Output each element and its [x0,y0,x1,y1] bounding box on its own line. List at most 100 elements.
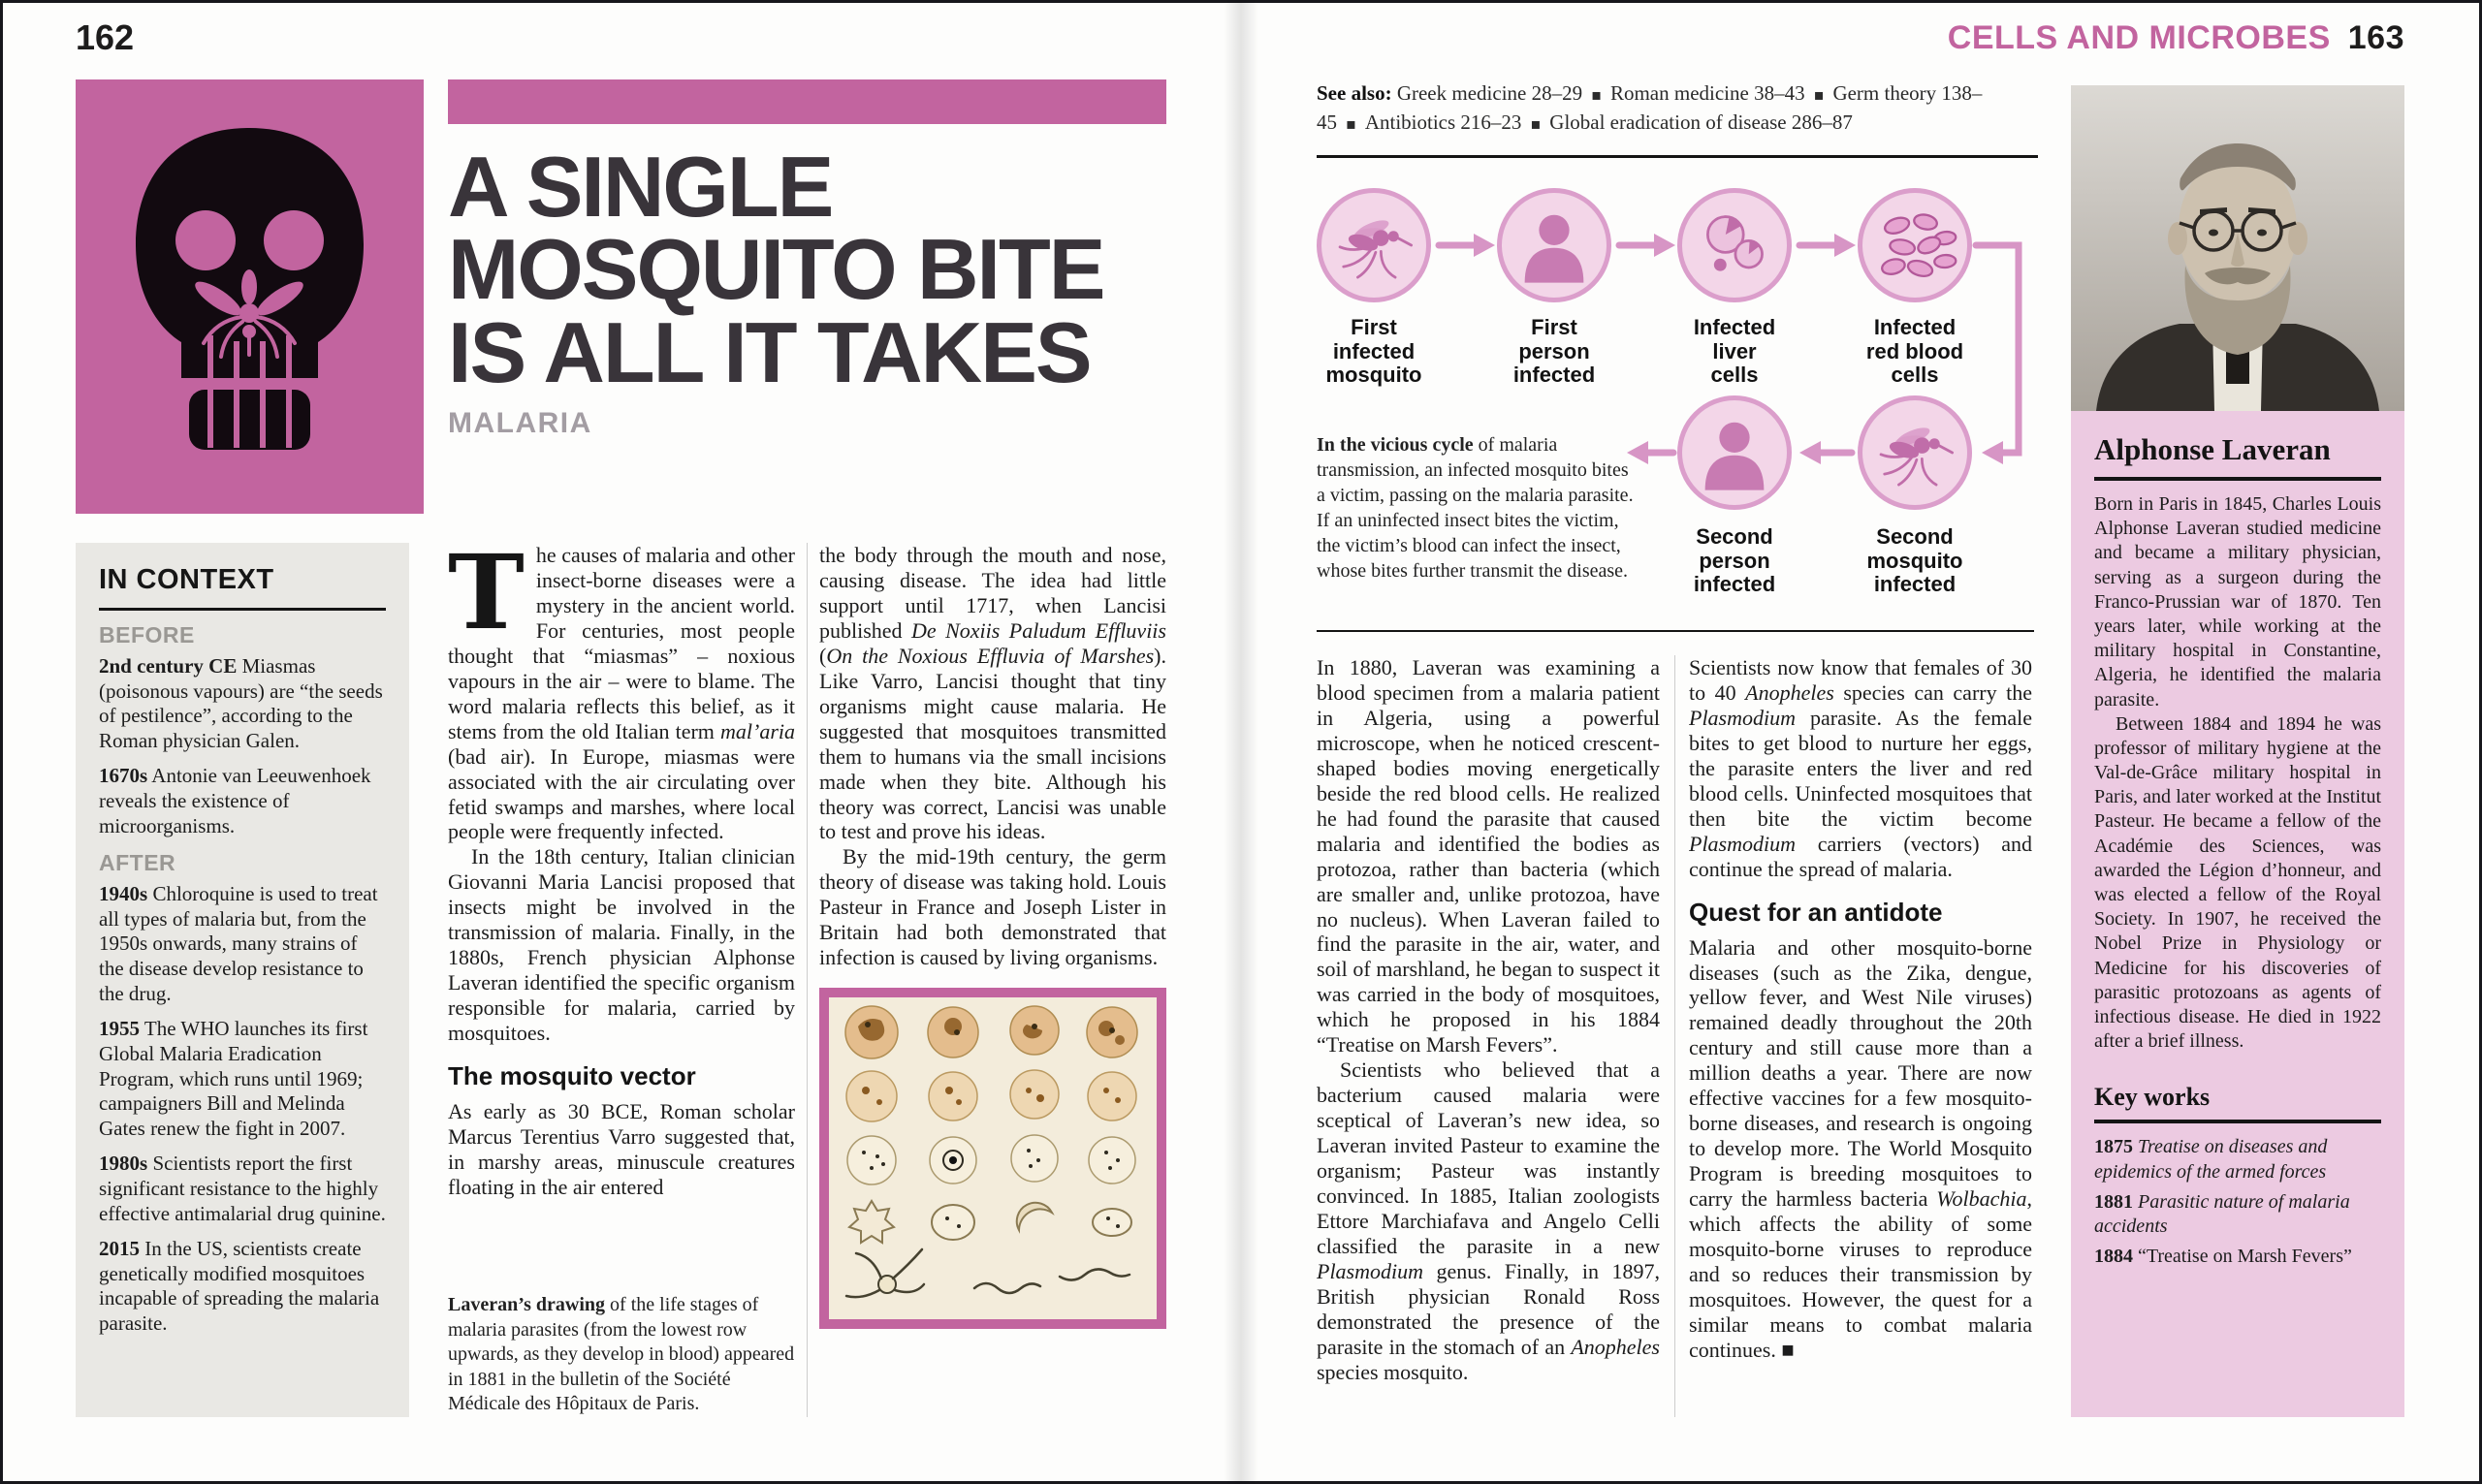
diagram-node-second-mosquito [1858,395,1972,510]
in-context-heading: IN CONTEXT [99,564,274,595]
body-column-2: the body through the mouth and nose, cau… [819,543,1166,1417]
diagram-caption: In the vicious cycle of malaria transmis… [1317,432,1637,584]
diagram-node-label: Infected red blood cells [1865,315,1964,388]
context-entry-text: Miasmas (poisonous vapours) are “the see… [99,654,383,752]
transmission-cycle-diagram: First infected mosquito First person infecte… [1317,173,2034,616]
context-entry-text: The WHO launches its first Global Malari… [99,1017,368,1140]
biography-paragraph: Born in Paris in 1845, Charles Louis Alp… [2094,493,2381,710]
body-paragraph: the body through the mouth and nose, cau… [819,543,1166,844]
paragraph-text: he causes of malaria and other insect-bo… [448,543,795,844]
chapter-title: CELLS AND MICROBES [1947,19,2331,56]
divider [99,608,386,611]
diagram-node-second-person [1677,395,1792,510]
key-work-year: 1881 [2094,1190,2133,1213]
diagram-node-label: Infected liver cells [1693,315,1776,388]
key-work: 1884 “Treatise on Marsh Fevers” [2094,1245,2381,1269]
figure-laveran-drawing [819,988,1166,1330]
see-also-item: Global eradication of disease 286–87 [1521,111,1852,134]
context-entry-text: In the US, scientists create genetically… [99,1237,380,1336]
key-work-year: 1884 [2094,1246,2133,1268]
page-number-left: 162 [76,17,135,57]
context-after-label: AFTER [99,850,176,876]
running-head: CELLS AND MICROBES 163 [1948,19,2404,57]
diagram-node-red-blood-cells [1858,188,1972,302]
context-entry: 1940s Chloroquine is used to treat all t… [99,882,386,1006]
mosquito-icon [1338,220,1414,279]
context-entry-year: 2015 [99,1237,140,1261]
caption-lead: Laveran’s drawing [448,1294,606,1316]
key-work-year: 1875 [2094,1136,2133,1158]
diagram-node-label: Second mosquito infected [1866,524,1963,597]
body-paragraph: Malaria and other mosquito-borne disease… [1689,934,2032,1362]
divider [1317,630,2034,632]
caption-text: of malaria transmission, an infected mos… [1317,434,1634,582]
body-paragraph: In 1880, Laveran was examining a blood s… [1317,655,1660,1058]
caption-lead: In the vicious cycle [1317,434,1474,456]
person-icon [1524,214,1584,283]
key-work-title: Treatise on diseases and epidemics of th… [2094,1136,2328,1183]
divider [2094,1120,2381,1124]
see-also-item: Greek medicine 28–29 [1396,81,1583,105]
body-paragraph: By the mid-19th century, the germ theory… [819,844,1166,970]
body-paragraph: In the 18th century, Italian clinician G… [448,844,795,1046]
section-heading-antidote: Quest for an antidote [1689,897,1943,927]
context-entry-text: Scientists report the first significant … [99,1152,386,1225]
context-entry-year: 1980s [99,1152,148,1176]
article-header: A SINGLE MOSQUITO BITE IS ALL IT TAKES M… [448,79,1166,440]
context-entry: 1670s Antonie van Leeuwenhoek reveals th… [99,764,386,838]
page-number-right: 163 [2347,19,2404,56]
drop-cap: T [448,543,525,652]
context-entry: 1955 The WHO launches its first Global M… [99,1017,386,1141]
key-work: 1881 Parasitic nature of malaria acciden… [2094,1190,2381,1239]
title-line: MOSQUITO BITE [448,221,1105,318]
context-entry: 2015 In the US, scientists create geneti… [99,1237,386,1336]
context-entry: 1980s Scientists report the first signif… [99,1152,386,1226]
divider [1317,155,2038,158]
title-line: A SINGLE [448,139,834,235]
body-paragraph: Scientists now know that females of 30 t… [1689,655,2032,881]
biography-name: Alphonse Laveran [2094,432,2331,466]
page-right: CELLS AND MICROBES 163 See also: Greek me… [1241,0,2482,1484]
article-title: A SINGLE MOSQUITO BITE IS ALL IT TAKES [448,139,1166,400]
diagram-node-label: Second person infected [1693,524,1776,597]
context-entry-year: 1955 [99,1017,140,1041]
diagram-node-first-person [1497,188,1611,302]
context-entry: 2nd century CE Miasmas (poisonous vapour… [99,654,386,753]
see-also: See also: Greek medicine 28–29Roman medi… [1317,79,2038,138]
context-entry-year: 1940s [99,882,148,906]
diagram-node-label: First infected mosquito [1325,315,1422,388]
see-also-item: Antibiotics 216–23 [1337,111,1521,134]
biography-paragraph: Between 1884 and 1894 he was professor o… [2094,712,2381,1053]
title-line: IS ALL IT TAKES [448,303,1093,400]
key-work-title: “Treatise on Marsh Fevers” [2138,1246,2352,1268]
context-before-label: BEFORE [99,622,195,647]
diagram-node-first-mosquito [1317,188,1431,302]
red-blood-cells-icon [1881,213,1957,277]
see-also-item: Roman medicine 38–43 [1582,81,1804,105]
laveran-portrait-photo [2071,85,2404,411]
context-entry-text: Antonie van Leeuwenhoek reveals the exis… [99,764,371,837]
body-column-4: Scientists now know that females of 30 t… [1689,655,2032,1417]
liver-cells-icon [1706,215,1764,271]
skull-mosquito-icon [136,128,364,450]
key-works-heading: Key works [2094,1083,2211,1112]
divider [2094,477,2381,481]
key-work-title: Parasitic nature of malaria accidents [2094,1190,2350,1237]
key-work: 1875 Treatise on diseases and epidemics … [2094,1135,2381,1184]
diagram-node-label: First person infected [1512,315,1596,388]
body-paragraph: As early as 30 BCE, Roman scholar Marcus… [448,1099,795,1199]
mosquito-icon [1879,427,1955,487]
context-entry-text: Chloroquine is used to treat all types o… [99,882,378,1005]
body-paragraph: Scientists who believed that a bacterium… [1317,1058,1660,1384]
context-entry-year: 2nd century CE [99,654,238,678]
figure-caption: Laveran’s drawing of the life stages of … [448,1293,795,1417]
context-entry-year: 1670s [99,764,148,788]
laveran-drawing-illustration [844,1005,1138,1299]
diagram-node-liver-cells [1677,188,1792,302]
caption-text: of the life stages of malaria parasites … [448,1294,795,1415]
section-heading-mosquito-vector: The mosquito vector [448,1061,696,1091]
skull-panel [76,79,424,514]
